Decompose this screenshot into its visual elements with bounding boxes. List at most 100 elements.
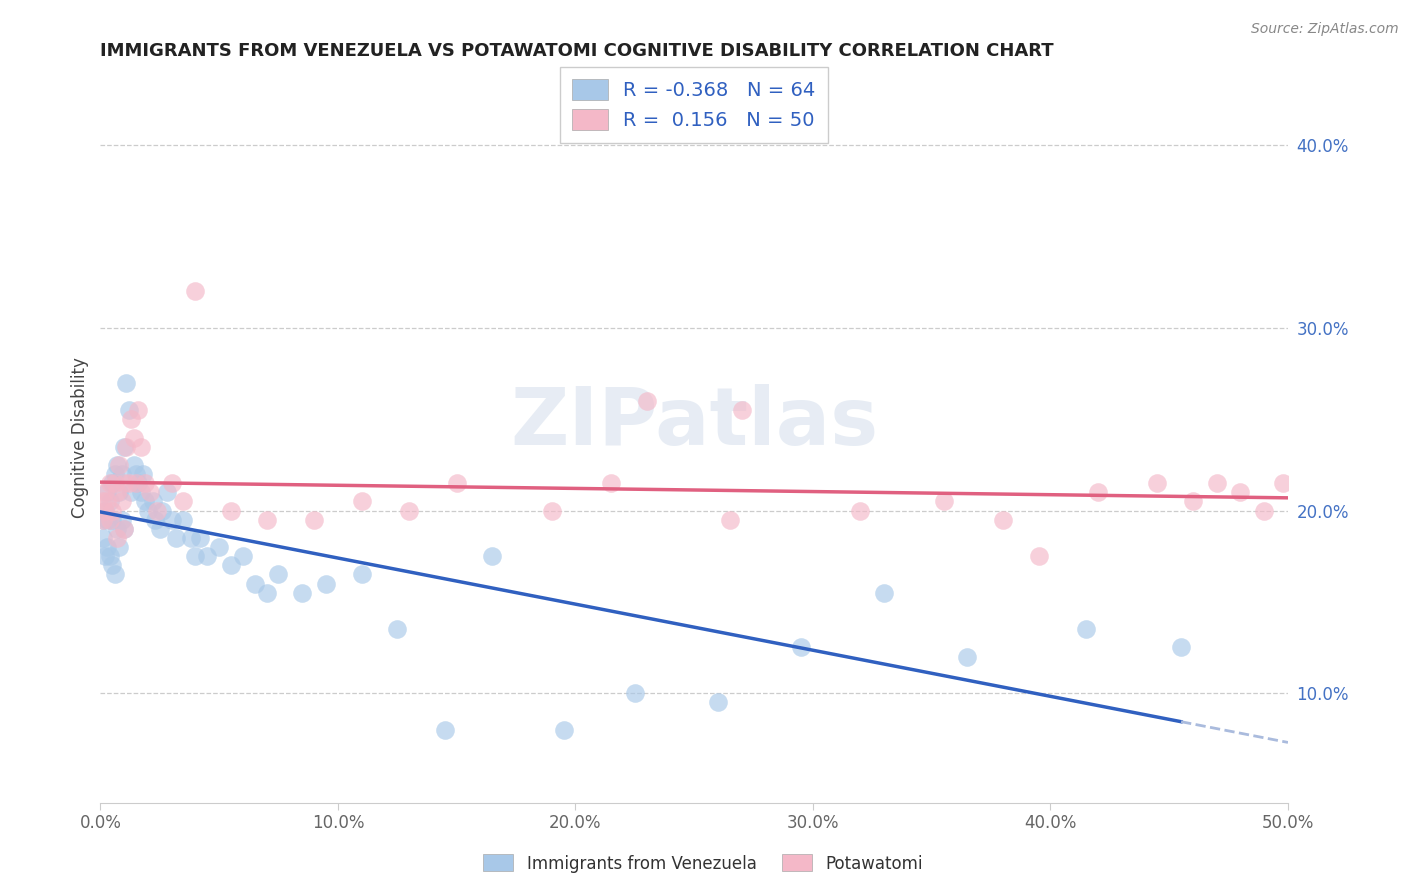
Point <box>132 467 155 481</box>
Point <box>142 494 165 508</box>
Point <box>1074 622 1097 636</box>
Point <box>387 622 409 636</box>
Point <box>111 513 134 527</box>
Legend: R = -0.368   N = 64, R =  0.156   N = 50: R = -0.368 N = 64, R = 0.156 N = 50 <box>560 67 828 143</box>
Point <box>173 513 195 527</box>
Point <box>1028 549 1050 564</box>
Point <box>125 467 148 481</box>
Point <box>1181 494 1204 508</box>
Point <box>433 723 456 737</box>
Point <box>98 494 121 508</box>
Point <box>112 522 135 536</box>
Point <box>105 485 128 500</box>
Point <box>446 476 468 491</box>
Point <box>125 476 148 491</box>
Point <box>94 503 117 517</box>
Point <box>96 485 118 500</box>
Point <box>291 585 314 599</box>
Point <box>129 485 152 500</box>
Point <box>350 567 373 582</box>
Point <box>108 458 131 472</box>
Point <box>120 412 142 426</box>
Point <box>195 549 218 564</box>
Point <box>188 531 211 545</box>
Point <box>122 458 145 472</box>
Point <box>127 403 149 417</box>
Point <box>256 585 278 599</box>
Point <box>398 503 420 517</box>
Point <box>94 549 117 564</box>
Point <box>991 513 1014 527</box>
Point <box>1272 476 1295 491</box>
Point <box>104 467 127 481</box>
Point <box>91 531 114 545</box>
Text: ZIPatlas: ZIPatlas <box>510 384 879 462</box>
Point <box>104 476 127 491</box>
Point <box>267 567 290 582</box>
Point <box>96 494 118 508</box>
Point <box>122 430 145 444</box>
Point <box>1205 476 1227 491</box>
Point <box>101 476 124 491</box>
Point <box>112 440 135 454</box>
Legend: Immigrants from Venezuela, Potawatomi: Immigrants from Venezuela, Potawatomi <box>477 847 929 880</box>
Point <box>120 485 142 500</box>
Point <box>91 513 114 527</box>
Point <box>600 476 623 491</box>
Point <box>96 513 118 527</box>
Point <box>540 503 562 517</box>
Point <box>91 494 114 508</box>
Point <box>553 723 575 737</box>
Text: IMMIGRANTS FROM VENEZUELA VS POTAWATOMI COGNITIVE DISABILITY CORRELATION CHART: IMMIGRANTS FROM VENEZUELA VS POTAWATOMI … <box>100 42 1054 60</box>
Point <box>101 558 124 573</box>
Point <box>873 585 896 599</box>
Point <box>208 540 231 554</box>
Point <box>111 494 134 508</box>
Point <box>105 522 128 536</box>
Point <box>1253 503 1275 517</box>
Point <box>243 576 266 591</box>
Point <box>108 485 131 500</box>
Point <box>160 476 183 491</box>
Point <box>104 567 127 582</box>
Point <box>105 531 128 545</box>
Point <box>150 503 173 517</box>
Point <box>143 513 166 527</box>
Point <box>112 476 135 491</box>
Point <box>481 549 503 564</box>
Point <box>111 467 134 481</box>
Point <box>256 513 278 527</box>
Point <box>112 522 135 536</box>
Point <box>118 476 141 491</box>
Point <box>219 558 242 573</box>
Point <box>108 540 131 554</box>
Text: Source: ZipAtlas.com: Source: ZipAtlas.com <box>1251 22 1399 37</box>
Point <box>1087 485 1109 500</box>
Point <box>636 394 658 409</box>
Point <box>115 440 138 454</box>
Point <box>173 494 195 508</box>
Point <box>101 503 124 517</box>
Point <box>180 531 202 545</box>
Point <box>91 513 114 527</box>
Point <box>101 513 124 527</box>
Y-axis label: Cognitive Disability: Cognitive Disability <box>72 357 89 518</box>
Point <box>1229 485 1251 500</box>
Point <box>956 649 979 664</box>
Point <box>156 485 179 500</box>
Point <box>94 485 117 500</box>
Point <box>849 503 872 517</box>
Point <box>219 503 242 517</box>
Point <box>718 513 741 527</box>
Point <box>184 285 207 299</box>
Point <box>707 695 730 709</box>
Point <box>94 503 117 517</box>
Point <box>315 576 337 591</box>
Point <box>1146 476 1168 491</box>
Point <box>105 458 128 472</box>
Point <box>98 549 121 564</box>
Point <box>302 513 325 527</box>
Point <box>932 494 955 508</box>
Point <box>127 476 149 491</box>
Point <box>350 494 373 508</box>
